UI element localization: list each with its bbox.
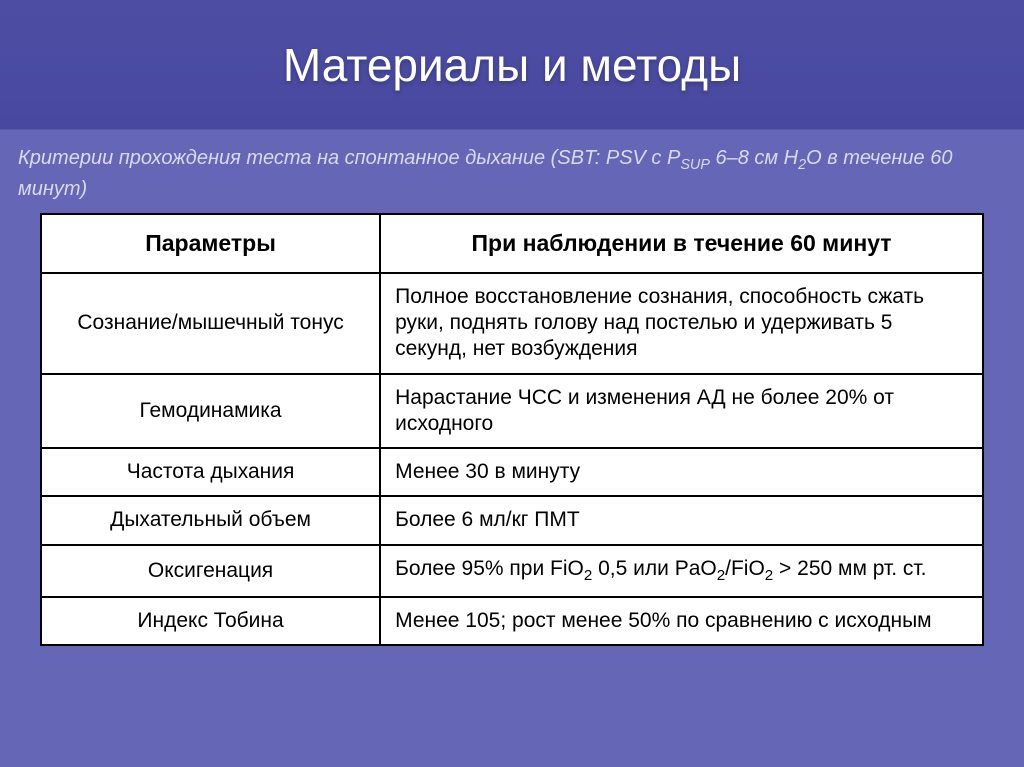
header-observation: При наблюдении в течение 60 минут bbox=[380, 214, 983, 273]
param-cell: Частота дыхания bbox=[41, 448, 380, 496]
table-body: Сознание/мышечный тонусПолное восстановл… bbox=[41, 273, 983, 645]
slide: Материалы и методы Критерии прохождения … bbox=[0, 0, 1024, 767]
slide-title: Материалы и методы bbox=[283, 38, 741, 92]
criteria-table: Параметры При наблюдении в течение 60 ми… bbox=[40, 213, 984, 646]
table-container: Параметры При наблюдении в течение 60 ми… bbox=[0, 213, 1024, 666]
value-cell: Полное восстановление сознания, способно… bbox=[380, 273, 983, 374]
param-cell: Гемодинамика bbox=[41, 374, 380, 449]
value-cell: Менее 105; рост менее 50% по сравнению с… bbox=[380, 597, 983, 645]
table-row: ОксигенацияБолее 95% при FiO2 0,5 или Pa… bbox=[41, 545, 983, 597]
table-row: Индекс ТобинаМенее 105; рост менее 50% п… bbox=[41, 597, 983, 645]
value-cell: Менее 30 в минуту bbox=[380, 448, 983, 496]
param-cell: Оксигенация bbox=[41, 545, 380, 597]
table-row: Сознание/мышечный тонусПолное восстановл… bbox=[41, 273, 983, 374]
table-row: ГемодинамикаНарастание ЧСС и изменения А… bbox=[41, 374, 983, 449]
value-cell: Более 95% при FiO2 0,5 или PaO2/FiO2 > 2… bbox=[380, 545, 983, 597]
table-row: Дыхательный объемБолее 6 мл/кг ПМТ bbox=[41, 496, 983, 544]
header-parameters: Параметры bbox=[41, 214, 380, 273]
slide-subtitle: Критерии прохождения теста на спонтанное… bbox=[0, 130, 1024, 213]
param-cell: Сознание/мышечный тонус bbox=[41, 273, 380, 374]
table-header-row: Параметры При наблюдении в течение 60 ми… bbox=[41, 214, 983, 273]
title-band: Материалы и методы bbox=[0, 0, 1024, 130]
value-cell: Более 6 мл/кг ПМТ bbox=[380, 496, 983, 544]
value-cell: Нарастание ЧСС и изменения АД не более 2… bbox=[380, 374, 983, 449]
param-cell: Дыхательный объем bbox=[41, 496, 380, 544]
table-row: Частота дыханияМенее 30 в минуту bbox=[41, 448, 983, 496]
param-cell: Индекс Тобина bbox=[41, 597, 380, 645]
